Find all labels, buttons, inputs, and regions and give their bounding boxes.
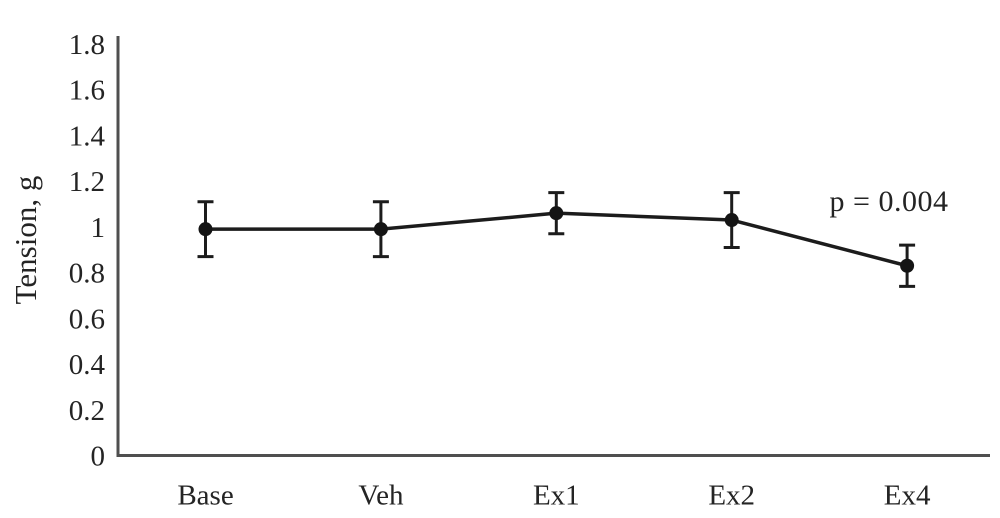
x-tick-label: Ex2 [708, 480, 755, 512]
x-tick-label: Veh [358, 480, 404, 512]
data-point-marker [724, 213, 739, 228]
data-point-marker [549, 206, 564, 221]
x-tick-label: Ex1 [533, 480, 580, 512]
y-tick-label: 0.4 [69, 349, 106, 381]
y-tick-label: 0.2 [69, 395, 105, 427]
y-tick-label: 0.8 [69, 258, 105, 290]
data-point-marker [198, 222, 213, 237]
y-tick-label: 0 [91, 441, 106, 473]
y-tick-label: 0.6 [69, 303, 105, 335]
data-point-marker [373, 222, 388, 237]
y-tick-label: 1.2 [69, 166, 105, 198]
data-point-marker [900, 258, 915, 273]
y-tick-label: 1 [91, 212, 106, 244]
y-tick-label: 1.8 [69, 29, 105, 61]
y-tick-label: 1.4 [69, 120, 106, 152]
x-tick-label: Ex4 [884, 480, 931, 512]
p-value-annotation: p = 0.004 [829, 185, 949, 218]
y-tick-label: 1.6 [69, 75, 105, 107]
y-axis-title: Tension, g [8, 175, 43, 305]
x-tick-label: Base [177, 480, 233, 512]
